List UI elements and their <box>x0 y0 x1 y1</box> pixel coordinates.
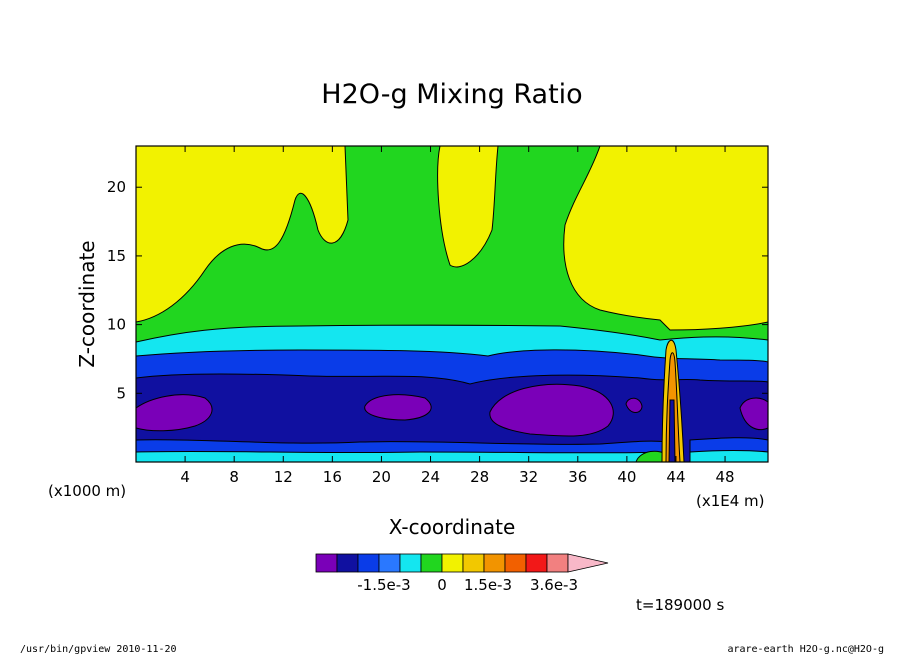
colorbar-swatch <box>357 553 380 573</box>
colorbar-swatch <box>399 553 422 573</box>
x-tick-label: 28 <box>470 468 489 486</box>
colorbar-swatch <box>483 553 506 573</box>
contour-field <box>136 146 768 462</box>
colorbar-swatch <box>504 553 527 573</box>
colorbar-swatch <box>462 553 485 573</box>
x-axis-label: X-coordinate <box>389 515 516 539</box>
y-tick-label: 10 <box>107 316 126 334</box>
x-tick-label: 32 <box>519 468 538 486</box>
y-ticks: 5 10 15 20 <box>107 178 768 402</box>
y-tick-label: 15 <box>107 247 126 265</box>
plot-frame <box>135 145 769 463</box>
x-tick-label: 44 <box>666 468 685 486</box>
x-unit-right: (x1E4 m) <box>696 492 765 510</box>
contour-band-navy <box>668 399 676 462</box>
footer-right: arare-earth_H2O-g.nc@H2O-g <box>727 644 884 654</box>
contour-band-purple <box>739 397 768 431</box>
colorbar-arrow <box>567 553 609 573</box>
x-tick-label: 4 <box>180 468 190 486</box>
x-tick-label: 16 <box>323 468 342 486</box>
contour-band-purple <box>489 383 614 437</box>
colorbar-swatch <box>546 553 569 573</box>
colorbar-tick-label: 0 <box>437 576 447 594</box>
contour-band-cyan <box>689 450 768 462</box>
footer-left: /usr/bin/gpview 2010-11-20 <box>20 644 177 654</box>
x-tick-label: 12 <box>274 468 293 486</box>
colorbar-tick-label: -1.5e-3 <box>357 576 410 594</box>
colorbar-swatch <box>315 553 338 573</box>
time-label: t=189000 s <box>636 596 724 614</box>
chart-title: H2O-g Mixing Ratio <box>321 79 582 110</box>
colorbar-tick-label: 1.5e-3 <box>464 576 512 594</box>
x-tick-label: 48 <box>716 468 735 486</box>
contour-band-purple <box>136 394 213 432</box>
x-unit-left: (x1000 m) <box>48 482 126 500</box>
colorbar-swatch <box>378 553 401 573</box>
x-tick-label: 20 <box>372 468 391 486</box>
y-tick-label: 20 <box>107 178 126 196</box>
colorbar <box>315 553 609 573</box>
colorbar-swatch <box>441 553 464 573</box>
x-tick-label: 8 <box>229 468 239 486</box>
x-tick-label: 40 <box>617 468 636 486</box>
x-ticks: 4 8 12 16 20 24 28 32 36 40 44 48 <box>180 146 735 486</box>
contour-band-cyan <box>136 450 669 462</box>
y-tick-label: 5 <box>116 384 126 402</box>
x-tick-label: 24 <box>421 468 440 486</box>
contour-band-navy <box>136 373 768 462</box>
colorbar-ticks: -1.5e-3 0 1.5e-3 3.6e-3 <box>357 576 578 594</box>
contour-band-purple <box>625 397 643 413</box>
y-axis-label: Z-coordinate <box>75 240 99 367</box>
colorbar-swatch <box>336 553 359 573</box>
colorbar-swatch <box>525 553 548 573</box>
colorbar-swatch <box>420 553 443 573</box>
contour-band-purple <box>364 394 432 421</box>
colorbar-tick-label: 3.6e-3 <box>530 576 578 594</box>
x-tick-label: 36 <box>568 468 587 486</box>
